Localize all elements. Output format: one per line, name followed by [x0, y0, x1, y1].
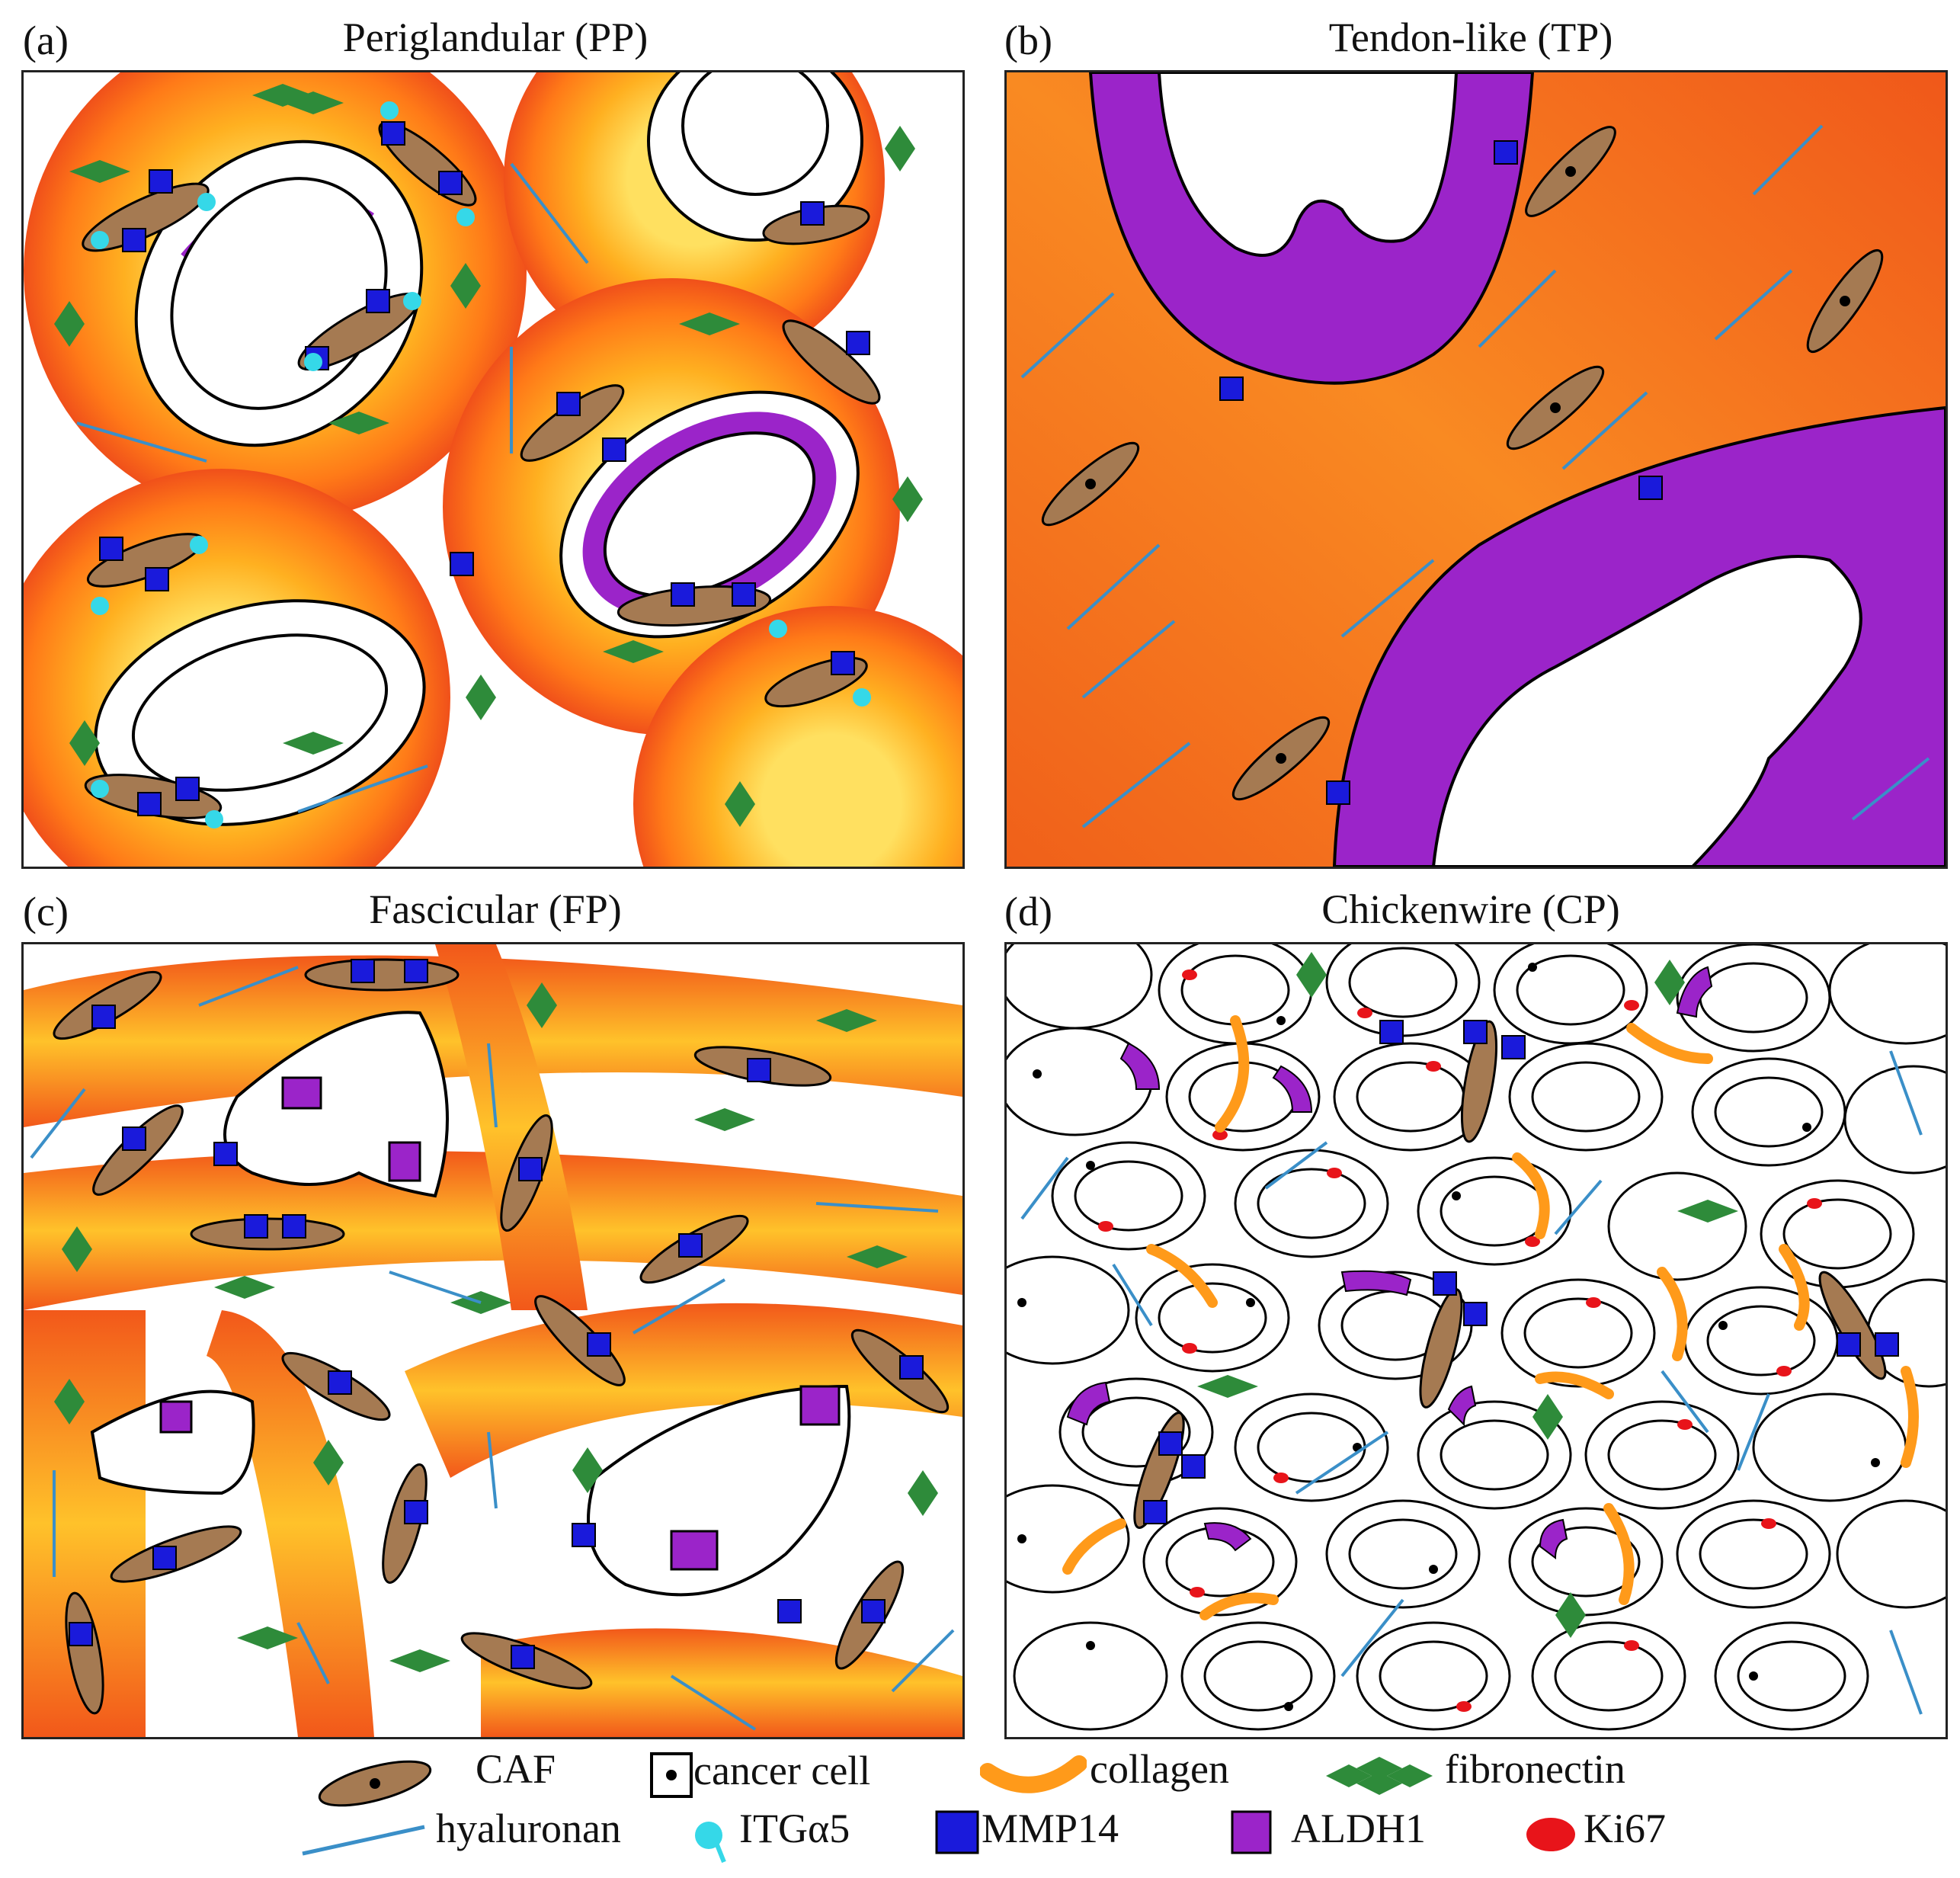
panel-a-periglandular	[21, 70, 965, 869]
panel-c-letter: (c)	[23, 889, 69, 934]
itga5-markers	[91, 101, 871, 828]
caf-nuclei	[1085, 166, 1850, 764]
collagen-legend-label: collagen	[1090, 1746, 1229, 1792]
gland-lower	[1332, 405, 1946, 867]
gland	[559, 390, 860, 639]
mmp14-markers	[69, 959, 924, 1669]
aldh1-cells	[159, 1076, 841, 1571]
panel-c-title: Fascicular (FP)	[369, 886, 622, 932]
panel-c-illustration	[24, 944, 962, 1737]
collagen-legend-icon	[980, 1755, 1087, 1793]
panel-d-chickenwire	[1004, 942, 1948, 1739]
hyaluronan-legend-icon	[302, 1825, 425, 1856]
nuclei	[1017, 963, 1880, 1711]
panel-c-fascicular	[21, 942, 965, 1739]
panel-d-illustration	[1007, 944, 1946, 1731]
panel-b-tendon-like	[1004, 70, 1948, 869]
mmp14-markers	[1219, 140, 1663, 805]
fibronectin-legend-label: fibronectin	[1445, 1746, 1625, 1792]
aldh1-legend-label: ALDH1	[1291, 1806, 1426, 1851]
collagen-fascicle	[405, 1303, 962, 1478]
panel-a-letter: (a)	[23, 18, 69, 63]
collagen-ring	[633, 606, 962, 867]
collagen-fragments	[1062, 1015, 1919, 1620]
gland-upper	[1088, 72, 1535, 385]
aldh1-cells	[1066, 966, 1713, 1559]
panel-a-title: Periglandular (PP)	[342, 14, 649, 60]
panel-b-illustration	[1007, 72, 1946, 867]
panel-b-title: Tendon-like (TP)	[1328, 14, 1613, 60]
mmp14-legend-label: MMP14	[982, 1806, 1119, 1851]
caf-legend-label: CAF	[476, 1746, 556, 1792]
mmp14-markers	[1143, 1020, 1899, 1524]
mmp14-legend-icon	[935, 1810, 979, 1854]
gland-lumens	[1074, 947, 1892, 1712]
gland	[94, 599, 426, 826]
itga5-legend-icon	[695, 1822, 726, 1864]
cancer-cell-legend-icon	[650, 1752, 693, 1798]
collagen-fascicle	[24, 1151, 962, 1310]
hyaluronan-strands	[1020, 1050, 1923, 1715]
hyaluronan-strands	[1020, 124, 1930, 828]
panel-a-illustration	[24, 72, 962, 867]
gland	[647, 72, 863, 242]
collagen-fascicle	[435, 944, 588, 1310]
hyaluronan-strands	[76, 162, 589, 813]
gland	[587, 1384, 851, 1597]
gland	[90, 1389, 255, 1495]
itga5-legend-label: ITGα5	[739, 1806, 850, 1851]
fibronectin-legend-icon	[1326, 1757, 1433, 1795]
ki67-legend-icon	[1526, 1818, 1575, 1851]
fibronectin-clusters	[1197, 952, 1738, 1638]
fibronectin-clusters	[54, 982, 938, 1672]
aldh1-legend-icon	[1231, 1810, 1272, 1854]
panel-b-letter: (b)	[1004, 18, 1052, 63]
collagen-fascicle	[24, 1310, 146, 1737]
panel-d-letter: (d)	[1004, 889, 1052, 934]
hyaluronan-legend-label: hyaluronan	[436, 1806, 621, 1851]
hyaluronan-strands	[30, 966, 955, 1731]
cancer-cell-legend-label: cancer cell	[693, 1748, 871, 1793]
ki67-markers	[1098, 969, 1822, 1712]
fibronectin-clusters	[54, 84, 923, 827]
panel-d-title: Chickenwire (CP)	[1321, 886, 1620, 932]
caf-legend-icon	[318, 1760, 432, 1807]
ki67-legend-label: Ki67	[1584, 1806, 1666, 1851]
